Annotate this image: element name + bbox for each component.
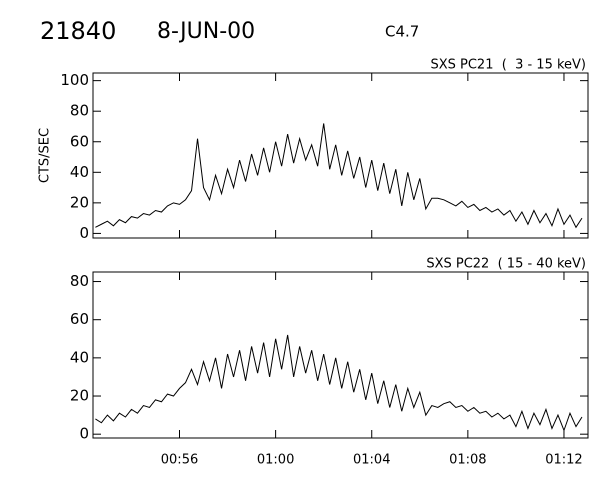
x-tick-label: 01:04: [353, 453, 390, 468]
y-axis-label: CTS/SEC: [38, 128, 53, 183]
x-tick-label: 01:00: [257, 453, 294, 468]
y-tick-label: 100: [60, 71, 89, 89]
obs-date: 8-JUN-00: [157, 19, 255, 44]
x-tick-label: 01:08: [449, 453, 486, 468]
y-tick-label: 20: [70, 193, 89, 211]
y-tick-label: 40: [70, 348, 89, 366]
y-tick-label: 40: [70, 163, 89, 181]
x-tick-label: 01:12: [545, 453, 582, 468]
data-line: [95, 123, 583, 229]
y-tick-label: 0: [79, 224, 89, 242]
y-tick-label: 60: [70, 310, 89, 328]
flare-class: C4.7: [385, 23, 419, 41]
panel-title: SXS PC21 ( 3 - 15 keV): [430, 58, 586, 73]
y-tick-label: 60: [70, 132, 89, 150]
y-tick-label: 80: [70, 272, 89, 290]
y-tick-label: 80: [70, 102, 89, 120]
x-tick-label: 00:56: [161, 453, 198, 468]
y-tick-label: 20: [70, 387, 89, 405]
data-line: [95, 334, 583, 432]
panel-title: SXS PC22 ( 15 - 40 keV): [426, 257, 586, 272]
y-tick-label: 0: [79, 425, 89, 443]
plot-frame: [92, 271, 589, 439]
plot-frame: [92, 72, 589, 239]
obs-number: 21840: [40, 17, 116, 45]
